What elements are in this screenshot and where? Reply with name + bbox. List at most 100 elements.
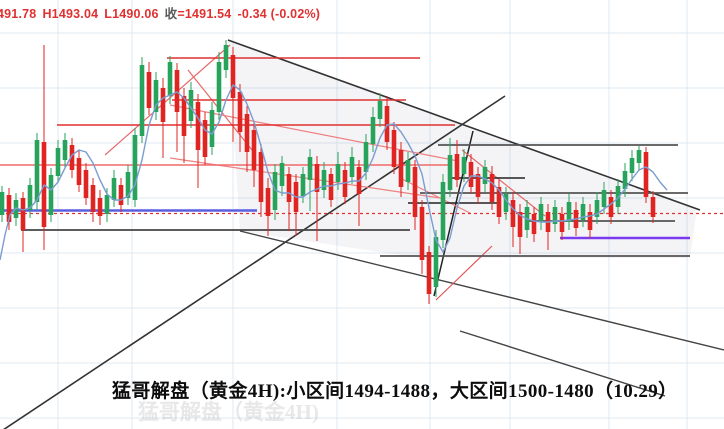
candle-body-up <box>321 170 327 190</box>
close-value: =1491.54 <box>177 7 232 21</box>
candle-body-up <box>461 157 467 174</box>
candle-body-down <box>237 92 243 132</box>
candle-body-up <box>503 194 509 212</box>
candle-body-up <box>125 172 131 198</box>
candle-body-up <box>300 174 306 196</box>
candle-body-down <box>419 207 425 260</box>
candle-body-down <box>608 197 614 217</box>
candle-body-up <box>104 195 110 214</box>
candle-body-up <box>111 178 117 200</box>
candle-body-down <box>97 198 103 216</box>
candle-body-down <box>496 187 502 217</box>
candle-body-up <box>216 62 222 112</box>
candle-body-down <box>69 145 75 170</box>
candle-body-up <box>433 237 439 287</box>
candle-body-down <box>251 130 257 170</box>
trend-line <box>461 149 546 217</box>
candle-body-up <box>622 171 628 189</box>
candle-body-up <box>370 117 376 144</box>
trend-line <box>227 39 701 211</box>
candle-body-down <box>510 200 516 227</box>
candle-body-down <box>475 174 481 197</box>
change-value: -0.34 (-0.02%) <box>237 7 321 21</box>
candle-body-down <box>181 96 187 136</box>
trend-line <box>239 230 724 351</box>
candle-body-down <box>489 174 495 202</box>
candle-body-up <box>48 175 54 215</box>
analysis-annotation: 猛哥解盘（黄金4H):小区间1494-1488，大区间1500-1480（10.… <box>112 381 678 402</box>
candle-body-up <box>440 182 446 240</box>
trend-line <box>433 130 474 297</box>
trend-line <box>169 104 459 162</box>
candle-body-up <box>482 167 488 184</box>
candle-body-up <box>629 158 635 173</box>
candle-body-up <box>538 204 544 222</box>
candle-body-down <box>174 70 180 112</box>
trend-line <box>399 177 471 214</box>
low-value: L1490.06 <box>104 7 159 21</box>
candle-body-down <box>160 88 166 122</box>
candle-body-up <box>377 101 383 119</box>
candle-body-up <box>153 80 159 112</box>
ohlc-header: 491.78 H1493.04 L1490.06 收=1491.54 -0.34 (-0… <box>0 3 326 22</box>
candle-body-up <box>566 202 572 222</box>
candle-body-down <box>559 214 565 232</box>
candle-body-up <box>636 150 642 163</box>
candle-body-up <box>349 157 355 177</box>
candle-body-down <box>328 174 334 200</box>
trend-line <box>435 245 493 301</box>
pennant-shade <box>228 40 697 258</box>
candle-body-down <box>265 188 271 216</box>
close-label: 收 <box>164 7 178 21</box>
open-value: 491.78 <box>0 7 37 21</box>
candle-body-down <box>384 106 390 142</box>
candle-body-up <box>363 142 369 172</box>
watermark-text: 猛哥解盘（黄金4H) <box>138 400 319 424</box>
candle-body-down <box>454 154 460 180</box>
candle-body-down <box>6 195 12 222</box>
candle-body-down <box>643 152 649 197</box>
candle-body-down <box>517 212 523 237</box>
candle-body-down <box>230 55 236 98</box>
candle-body-up <box>594 200 600 217</box>
candle-body-up <box>27 185 33 210</box>
candle-body-down <box>391 130 397 167</box>
candle-body-up <box>34 140 40 202</box>
candle-body-up <box>132 135 138 200</box>
candle-body-up <box>272 172 278 210</box>
candle-body-down <box>20 198 26 230</box>
candle-body-down <box>468 162 474 187</box>
candle-body-down <box>195 102 201 150</box>
candle-body-up <box>62 140 68 160</box>
candle-body-down <box>90 185 96 212</box>
candle-body-up <box>0 192 5 215</box>
candle-body-up <box>615 186 621 207</box>
candle-body-up <box>167 62 173 96</box>
candle-body-down <box>587 212 593 230</box>
trend-line <box>3 95 506 429</box>
candle-body-up <box>552 207 558 224</box>
candle-body-up <box>279 163 285 186</box>
candle-body-up <box>405 160 411 182</box>
trend-line <box>459 330 666 397</box>
candle-body-up <box>580 204 586 220</box>
candle-body-down <box>531 214 537 234</box>
candle-body-down <box>202 120 208 157</box>
candle-body-up <box>447 155 453 190</box>
candle-body-up <box>188 90 194 121</box>
candle-body-down <box>83 170 89 198</box>
candle-body-down <box>286 174 292 202</box>
candle-body-down <box>398 150 404 187</box>
candle-body-up <box>307 157 313 180</box>
candle-body-down <box>146 72 152 108</box>
candle-body-down <box>244 114 250 152</box>
candle-body-up <box>601 190 607 207</box>
candle-body-down <box>412 167 418 217</box>
candle-body-down <box>426 252 432 294</box>
candle-body-up <box>223 45 229 70</box>
candle-body-up <box>55 148 61 176</box>
candle-body-up <box>139 65 145 136</box>
high-value: H1493.04 <box>42 7 99 21</box>
